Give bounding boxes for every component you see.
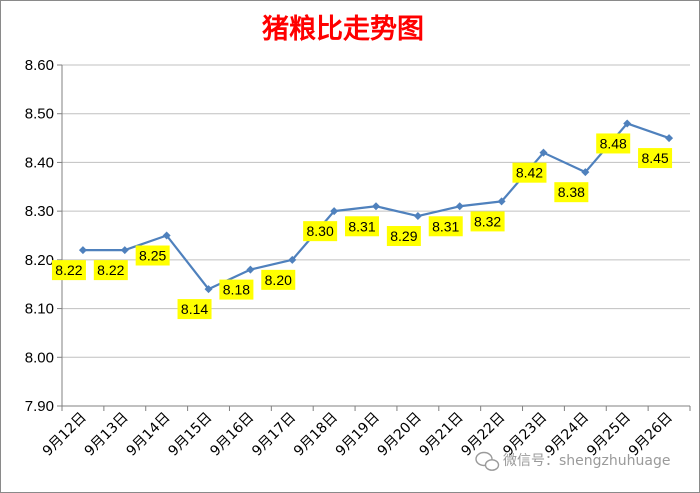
watermark-text: 微信号：shengzhuhuage bbox=[503, 453, 670, 469]
y-tick-label: 8.10 bbox=[25, 301, 54, 318]
x-tick-label: 9月18日 bbox=[291, 410, 341, 460]
data-label-bg bbox=[386, 226, 421, 247]
data-point bbox=[623, 119, 632, 128]
data-point bbox=[539, 148, 548, 157]
series-line bbox=[78, 119, 674, 294]
y-tick-label: 7.90 bbox=[25, 398, 54, 415]
y-tick-label: 8.30 bbox=[25, 203, 54, 220]
y-tick-label: 8.00 bbox=[25, 349, 54, 366]
y-tick-label: 8.60 bbox=[25, 57, 54, 74]
data-label-bg bbox=[554, 182, 589, 203]
data-point bbox=[581, 168, 590, 177]
x-tick-label: 9月15日 bbox=[165, 410, 215, 460]
data-label: 8.31 bbox=[432, 218, 459, 234]
x-tick-label: 9月21日 bbox=[417, 410, 467, 460]
data-label: 8.22 bbox=[97, 262, 124, 278]
data-labels: 8.22 8.22 8.25 8.14 8.18 8.20 8.30 8.31 8.29 8.31… bbox=[51, 133, 673, 320]
data-label-bg bbox=[638, 148, 673, 169]
x-tick-label: 9月12日 bbox=[40, 410, 90, 460]
data-label: 8.31 bbox=[348, 218, 375, 234]
data-label: 8.14 bbox=[181, 301, 208, 317]
x-tick-label: 9月20日 bbox=[375, 410, 425, 460]
data-label: 8.38 bbox=[558, 184, 585, 200]
data-point bbox=[330, 207, 339, 216]
data-point bbox=[288, 255, 297, 264]
x-tick-label: 9月19日 bbox=[333, 410, 383, 460]
y-tick-label: 8.40 bbox=[25, 154, 54, 171]
wechat-icon bbox=[475, 451, 500, 471]
data-point bbox=[413, 212, 422, 221]
x-tick-label: 9月14日 bbox=[123, 410, 173, 460]
data-label: 8.18 bbox=[223, 282, 250, 298]
data-label: 8.48 bbox=[600, 135, 627, 151]
data-point bbox=[665, 134, 674, 143]
data-label-bg bbox=[93, 260, 128, 281]
data-point bbox=[455, 202, 464, 211]
data-label-bg bbox=[303, 221, 338, 242]
x-tick-label: 9月16日 bbox=[207, 410, 257, 460]
data-point bbox=[497, 197, 506, 206]
data-label-bg bbox=[51, 260, 86, 281]
data-label: 8.29 bbox=[390, 228, 417, 244]
data-point bbox=[204, 285, 213, 294]
axes bbox=[61, 65, 691, 411]
data-label: 8.32 bbox=[474, 213, 501, 229]
data-label-bg bbox=[428, 216, 463, 237]
data-label: 8.22 bbox=[55, 262, 82, 278]
data-label-bg bbox=[470, 211, 505, 232]
data-label-bg bbox=[177, 299, 212, 320]
watermark: 微信号：shengzhuhuage bbox=[475, 451, 670, 471]
data-label-bg bbox=[135, 245, 170, 266]
x-tick-label: 9月13日 bbox=[82, 410, 132, 460]
data-label-bg bbox=[596, 133, 631, 154]
data-point bbox=[372, 202, 380, 211]
x-tick-label: 9月17日 bbox=[249, 410, 299, 460]
y-tick-label: 8.50 bbox=[25, 106, 54, 123]
data-point bbox=[120, 246, 129, 255]
gridlines bbox=[57, 64, 690, 407]
chart-title: 猪粮比走势图 bbox=[262, 13, 424, 45]
data-point bbox=[78, 246, 87, 255]
data-label-bg bbox=[261, 269, 296, 290]
data-label-bg bbox=[219, 279, 254, 300]
data-label-bg bbox=[512, 162, 547, 183]
data-label-bg bbox=[345, 216, 379, 237]
data-label: 8.45 bbox=[641, 150, 668, 166]
y-tick-labels: 7.90 8.00 8.10 8.20 8.30 8.40 8.50 8.60 bbox=[25, 57, 54, 415]
data-label: 8.42 bbox=[516, 165, 543, 181]
data-label: 8.30 bbox=[307, 223, 334, 239]
data-label: 8.25 bbox=[139, 248, 166, 264]
data-point bbox=[246, 265, 255, 274]
y-tick-label: 8.20 bbox=[25, 252, 54, 269]
data-point bbox=[162, 231, 171, 240]
data-label: 8.20 bbox=[265, 272, 292, 288]
